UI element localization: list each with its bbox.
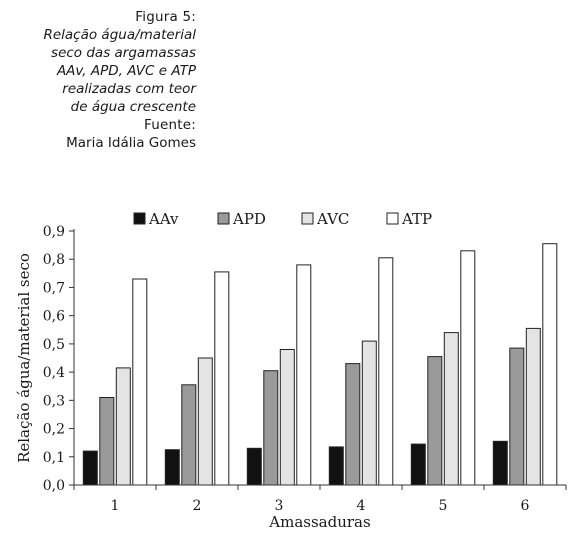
legend-swatch-apd: [217, 212, 230, 225]
bar-apd-4: [345, 363, 361, 486]
bar-atp-5: [460, 250, 476, 486]
y-tick-label: 0,1: [43, 450, 65, 466]
bar-aav-5: [410, 443, 426, 486]
legend-swatch-aav: [133, 212, 146, 225]
legend-label-aav: AAv: [148, 210, 179, 228]
source-name: Maria Idália Gomes: [66, 135, 196, 151]
x-tick-label: 4: [357, 498, 366, 514]
y-axis-title: Relação água/material seco: [15, 253, 33, 463]
figure-caption: Figura 5: Relação água/material seco das…: [0, 8, 196, 152]
bar-atp-2: [214, 271, 230, 486]
bar-aav-2: [164, 449, 180, 486]
bar-apd-3: [263, 370, 279, 486]
bar-avc-1: [115, 367, 131, 486]
y-tick-label: 0,6: [43, 309, 65, 325]
y-tick-label: 0,3: [43, 393, 65, 409]
chart-legend: AAv APD AVC ATP: [133, 210, 432, 228]
x-tick-label: 2: [193, 498, 202, 514]
bar-aav-6: [492, 440, 508, 486]
bar-atp-4: [378, 257, 394, 486]
bar-apd-1: [99, 397, 115, 486]
bar-aav-4: [328, 446, 344, 486]
chart-axes: 0,0 0,1 0,2 0,3 0,4 0,5 0,6 0,7 0,8 0,9 1 2 3 4 5 6 Amas…: [15, 224, 567, 531]
x-axis-title: Amassaduras: [268, 513, 370, 531]
y-tick-label: 0,2: [43, 422, 65, 438]
figure-title-line: AAv, APD, AVC e ATP: [56, 63, 196, 79]
figure-label: Figura 5:: [135, 9, 196, 25]
x-tick-label: 1: [111, 498, 120, 514]
figure-title-line: Relação água/material: [43, 27, 196, 43]
legend-swatch-atp: [386, 212, 399, 225]
legend-label-apd: APD: [232, 210, 266, 228]
bar-atp-3: [296, 264, 312, 486]
bar-atp-1: [132, 278, 148, 486]
bar-avc-4: [361, 340, 377, 486]
x-tick-label: 3: [275, 498, 284, 514]
y-tick-label: 0,7: [43, 280, 65, 296]
bar-aav-1: [82, 450, 98, 486]
source-label: Fuente:: [144, 117, 196, 133]
bar-apd-2: [181, 384, 197, 486]
bar-avc-6: [525, 327, 541, 486]
legend-swatch-avc: [301, 212, 314, 225]
legend-label-atp: ATP: [401, 210, 432, 228]
legend-label-avc: AVC: [316, 210, 349, 228]
figure-title: Relação água/material seco das argamassa…: [0, 26, 196, 116]
bar-apd-5: [427, 356, 443, 486]
x-tick-label: 6: [521, 498, 530, 514]
bar-atp-6: [542, 243, 558, 486]
y-tick-label: 0,5: [43, 337, 65, 353]
figure-title-line: realizadas com teor: [62, 81, 196, 97]
y-tick-label: 0,4: [43, 365, 65, 381]
figure-title-line: de água crescente: [70, 99, 196, 115]
bar-avc-5: [443, 332, 459, 486]
y-tick-label: 0,9: [43, 224, 65, 240]
bar-group: [82, 243, 558, 486]
x-tick-label: 5: [439, 498, 448, 514]
bar-avc-3: [279, 349, 295, 486]
figure-title-line: seco das argamassas: [51, 45, 196, 61]
y-tick-label: 0,8: [43, 252, 65, 268]
bar-apd-6: [509, 347, 525, 486]
y-tick-label: 0,0: [43, 478, 65, 494]
bar-avc-2: [197, 357, 213, 486]
bar-aav-3: [246, 447, 262, 486]
